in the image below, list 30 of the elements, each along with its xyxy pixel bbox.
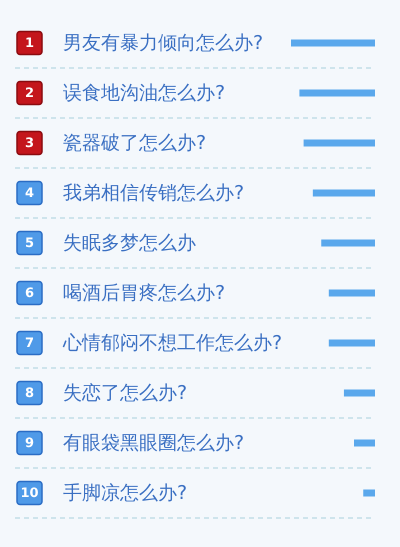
bar	[312, 190, 375, 196]
bar	[304, 140, 375, 146]
text: 5	[24, 236, 34, 251]
bar	[299, 90, 375, 96]
y-tick-label: 误食地沟油怎么办?	[63, 82, 226, 104]
y-tick-label: 瓷器破了怎么办?	[63, 132, 206, 154]
text: 8	[24, 386, 34, 401]
text: 1	[24, 36, 34, 51]
y-tick-label: 喝酒后胃疼怎么办?	[63, 282, 226, 304]
text: 2	[24, 86, 34, 101]
text: 10	[20, 486, 39, 501]
text: 6	[24, 286, 34, 301]
text: 7	[24, 336, 34, 351]
bar	[344, 390, 375, 396]
y-tick-label: 心情郁闷不想工作怎么办?	[62, 332, 282, 354]
y-tick-label: 我弟相信传销怎么办?	[63, 182, 244, 204]
bar	[321, 240, 375, 246]
text: 4	[24, 186, 34, 201]
bar	[363, 490, 375, 496]
y-tick-label: 失眠多梦怎么办	[63, 232, 196, 254]
y-tick-label: 有眼袋黑眼圈怎么办?	[63, 432, 244, 454]
text: 3	[24, 136, 34, 151]
text: 9	[24, 436, 34, 451]
bar	[354, 440, 375, 446]
y-tick-label: 男友有暴力倾向怎么办?	[63, 32, 264, 54]
bar	[328, 340, 375, 346]
bar	[328, 290, 375, 296]
y-tick-label: 失恋了怎么办?	[63, 382, 188, 404]
y-tick-label: 手脚凉怎么办?	[63, 482, 188, 504]
bar	[291, 40, 375, 46]
